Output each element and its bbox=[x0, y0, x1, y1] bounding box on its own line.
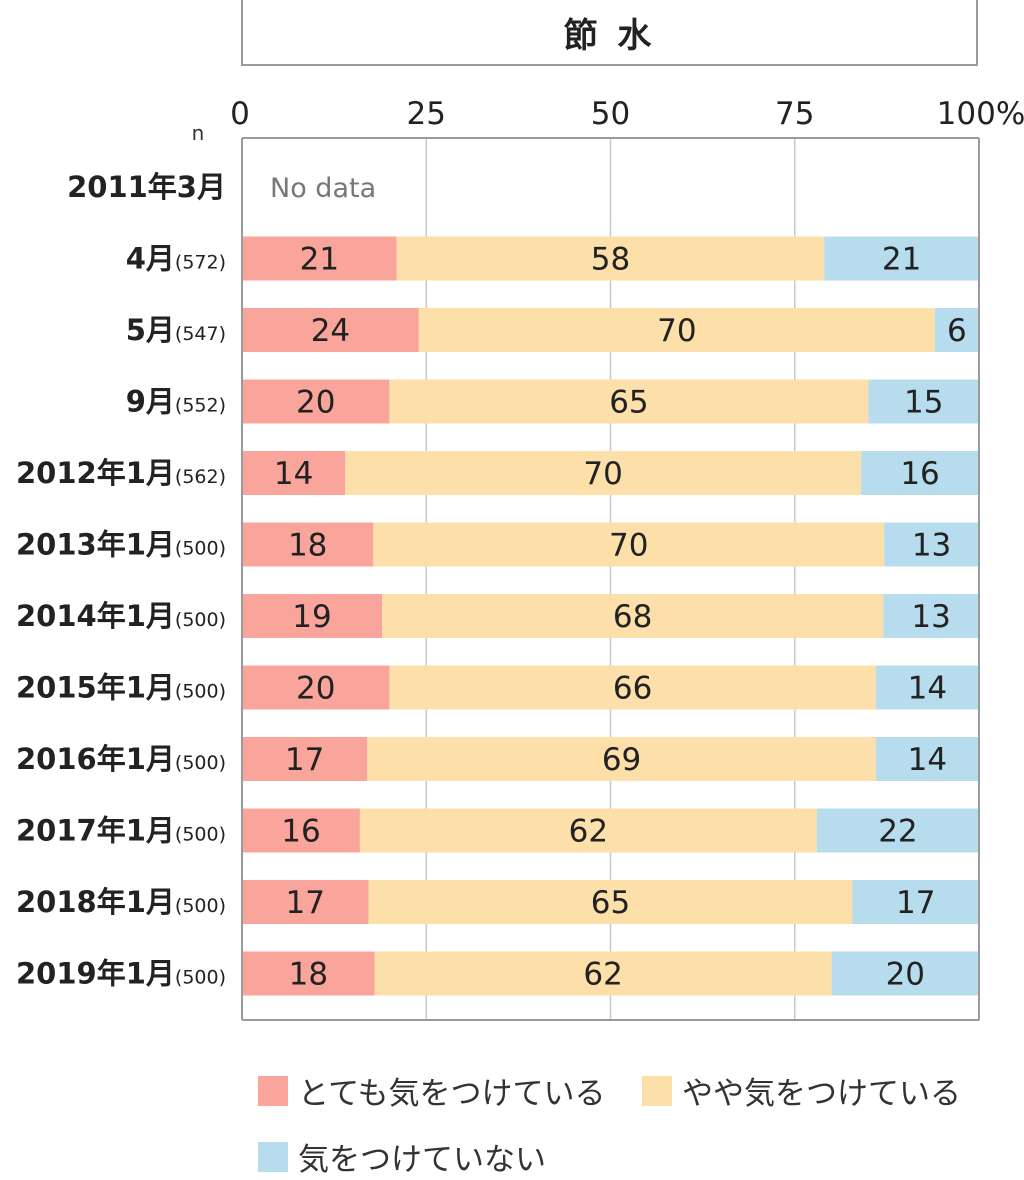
bar-segment-very bbox=[242, 522, 374, 567]
data-label: 6 bbox=[947, 313, 967, 349]
legend-label-very: とても気をつけている bbox=[298, 1076, 606, 1112]
category-label: 9月(552) bbox=[126, 385, 226, 419]
stacked-bar-chart: 0 25 50 75 100% n 2011年3月 No data 4月(572) 21 58 21 5… bbox=[16, 96, 1024, 1021]
bar-segment-none bbox=[934, 308, 979, 352]
bar-segment-very bbox=[242, 451, 346, 495]
legend-item-very: とても気をつけている bbox=[258, 1068, 606, 1113]
data-label: 20 bbox=[886, 957, 925, 993]
data-label: 14 bbox=[274, 456, 313, 492]
data-label: 13 bbox=[911, 599, 950, 635]
bar-segment-very bbox=[242, 880, 369, 924]
bar-segment-somewhat bbox=[373, 522, 885, 567]
data-label: 66 bbox=[613, 671, 652, 707]
data-label: 13 bbox=[912, 528, 951, 564]
x-tick-label: 50 bbox=[591, 96, 630, 132]
data-label: 58 bbox=[591, 242, 630, 278]
category-label: 2011年3月 bbox=[67, 170, 226, 204]
bar-segment-very bbox=[242, 308, 419, 352]
legend-item-somewhat: やや気をつけている bbox=[642, 1068, 961, 1113]
data-label: 68 bbox=[613, 599, 652, 635]
data-label: 14 bbox=[908, 671, 947, 707]
category-label: 2016年1月(500) bbox=[16, 742, 226, 776]
bar-segment-none bbox=[875, 665, 979, 710]
bar-segment-somewhat bbox=[368, 880, 853, 924]
category-label: 2017年1月(500) bbox=[16, 814, 226, 848]
data-label: 16 bbox=[900, 456, 939, 492]
category-label: 4月(572) bbox=[126, 242, 226, 276]
x-tick-label: 25 bbox=[407, 96, 446, 132]
bar-segment-somewhat bbox=[382, 594, 884, 638]
bar-segment-none bbox=[831, 951, 979, 996]
data-label: 20 bbox=[296, 385, 335, 421]
data-label: 21 bbox=[300, 242, 339, 278]
bar-segment-very bbox=[242, 379, 390, 424]
bar-segment-none bbox=[884, 522, 979, 567]
bar-segment-somewhat bbox=[374, 951, 832, 996]
bar-segment-somewhat bbox=[396, 236, 825, 281]
x-tick-label: 75 bbox=[775, 96, 814, 132]
data-label: 70 bbox=[609, 528, 648, 564]
data-label: 19 bbox=[292, 599, 331, 635]
legend-label-somewhat: やや気をつけている bbox=[682, 1076, 961, 1112]
category-label: 2019年1月(500) bbox=[16, 957, 226, 991]
data-label: 21 bbox=[882, 242, 921, 278]
data-label: 14 bbox=[908, 742, 947, 778]
bar-segment-none bbox=[875, 737, 979, 781]
bar-segment-none bbox=[824, 236, 979, 281]
data-label: 65 bbox=[591, 885, 630, 921]
data-label: 62 bbox=[583, 957, 622, 993]
data-label: 16 bbox=[281, 814, 320, 850]
bar-segment-very bbox=[242, 951, 375, 996]
legend-swatch-none bbox=[258, 1141, 288, 1172]
bar-segment-none bbox=[883, 594, 979, 638]
bar-segment-somewhat bbox=[359, 808, 817, 853]
data-label: 22 bbox=[878, 814, 917, 850]
data-label: 70 bbox=[583, 456, 622, 492]
bar-segment-very bbox=[242, 236, 397, 281]
bar-segment-somewhat bbox=[367, 737, 876, 781]
category-label: 2013年1月(500) bbox=[16, 528, 226, 562]
data-label: 15 bbox=[904, 385, 943, 421]
data-label: 70 bbox=[657, 313, 696, 349]
legend-swatch-very bbox=[258, 1075, 288, 1106]
data-label: 17 bbox=[286, 885, 325, 921]
category-label: 2014年1月(500) bbox=[16, 599, 226, 633]
chart-title: 節 水 bbox=[241, 0, 978, 66]
bar-segment-none bbox=[861, 451, 979, 495]
bar-segment-very bbox=[242, 665, 390, 710]
legend-label-none: 気をつけていない bbox=[298, 1142, 546, 1178]
bar-segment-somewhat bbox=[389, 379, 869, 424]
bar-segment-none bbox=[852, 880, 979, 924]
data-label: 17 bbox=[896, 885, 935, 921]
bar-segment-none bbox=[816, 808, 979, 853]
data-label: 62 bbox=[569, 814, 608, 850]
data-label: 24 bbox=[311, 313, 350, 349]
bar-segment-somewhat bbox=[345, 451, 862, 495]
bar-segment-somewhat bbox=[418, 308, 935, 352]
category-label: 2015年1月(500) bbox=[16, 671, 226, 705]
bar-segment-very bbox=[242, 808, 360, 853]
data-label: 20 bbox=[296, 671, 335, 707]
legend-item-none: 気をつけていない bbox=[258, 1134, 546, 1179]
category-label: 2018年1月(500) bbox=[16, 885, 226, 919]
data-label: 65 bbox=[609, 385, 648, 421]
legend-swatch-somewhat bbox=[642, 1075, 672, 1106]
x-tick-label: 0 bbox=[230, 96, 250, 132]
data-label: 18 bbox=[288, 528, 327, 564]
data-label: 69 bbox=[602, 742, 641, 778]
bar-segment-somewhat bbox=[389, 665, 876, 710]
n-label: n bbox=[192, 121, 205, 145]
category-label: 5月(547) bbox=[126, 313, 226, 347]
x-tick-label: 100% bbox=[937, 96, 1024, 132]
bar-segment-very bbox=[242, 594, 383, 638]
bar-segment-very bbox=[242, 737, 368, 781]
data-label: 17 bbox=[285, 742, 324, 778]
no-data-label: No data bbox=[270, 173, 376, 204]
data-label: 18 bbox=[289, 957, 328, 993]
bar-segment-none bbox=[868, 379, 979, 424]
category-label: 2012年1月(562) bbox=[16, 456, 226, 490]
